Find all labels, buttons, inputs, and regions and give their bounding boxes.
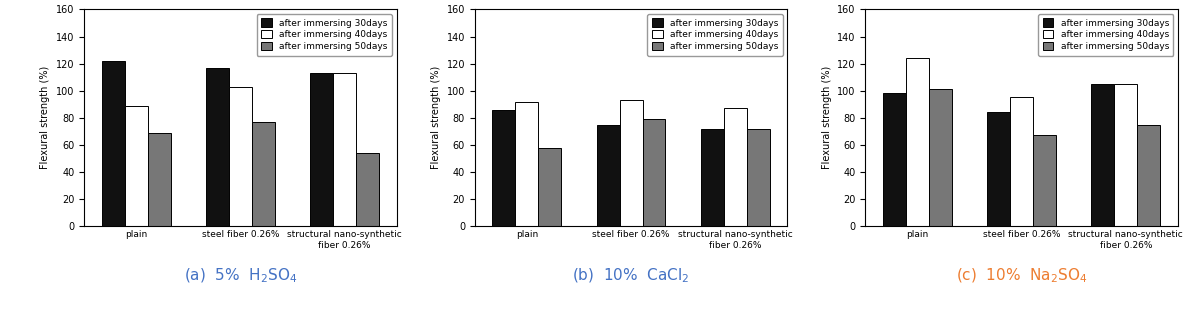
Bar — [1114, 84, 1137, 226]
Y-axis label: Flexural strength (%): Flexural strength (%) — [432, 66, 441, 169]
Bar — [356, 153, 379, 226]
Legend: after immersing 30days, after immersing 40days, after immersing 50days: after immersing 30days, after immersing … — [1039, 14, 1173, 56]
Bar — [746, 129, 769, 226]
Bar — [906, 58, 929, 226]
Legend: after immersing 30days, after immersing 40days, after immersing 50days: after immersing 30days, after immersing … — [257, 14, 392, 56]
Bar — [228, 87, 252, 226]
Legend: after immersing 30days, after immersing 40days, after immersing 50days: after immersing 30days, after immersing … — [648, 14, 783, 56]
Bar — [596, 125, 619, 226]
Bar — [538, 148, 561, 226]
Bar — [929, 89, 952, 226]
Bar — [701, 129, 724, 226]
Bar — [125, 106, 148, 226]
Bar — [102, 61, 125, 226]
Bar — [148, 133, 171, 226]
Bar — [493, 110, 516, 226]
Bar — [333, 73, 356, 226]
Bar — [987, 112, 1010, 226]
Y-axis label: Flexural strength (%): Flexural strength (%) — [41, 66, 50, 169]
Bar — [724, 108, 746, 226]
Bar — [1010, 97, 1034, 226]
Bar — [619, 100, 643, 226]
Y-axis label: Flexural strength (%): Flexural strength (%) — [822, 66, 832, 169]
Bar — [310, 73, 333, 226]
Bar — [1034, 135, 1057, 226]
Text: (b)  10%  CaCl$_{2}$: (b) 10% CaCl$_{2}$ — [572, 267, 690, 285]
Bar — [883, 93, 906, 226]
Bar — [516, 101, 538, 226]
Bar — [1091, 84, 1114, 226]
Bar — [643, 119, 666, 226]
Bar — [1137, 125, 1160, 226]
Bar — [252, 122, 275, 226]
Text: (a)  5%  H$_{2}$SO$_{4}$: (a) 5% H$_{2}$SO$_{4}$ — [184, 267, 297, 285]
Bar — [206, 68, 228, 226]
Text: (c)  10%  Na$_{2}$SO$_{4}$: (c) 10% Na$_{2}$SO$_{4}$ — [956, 267, 1088, 285]
